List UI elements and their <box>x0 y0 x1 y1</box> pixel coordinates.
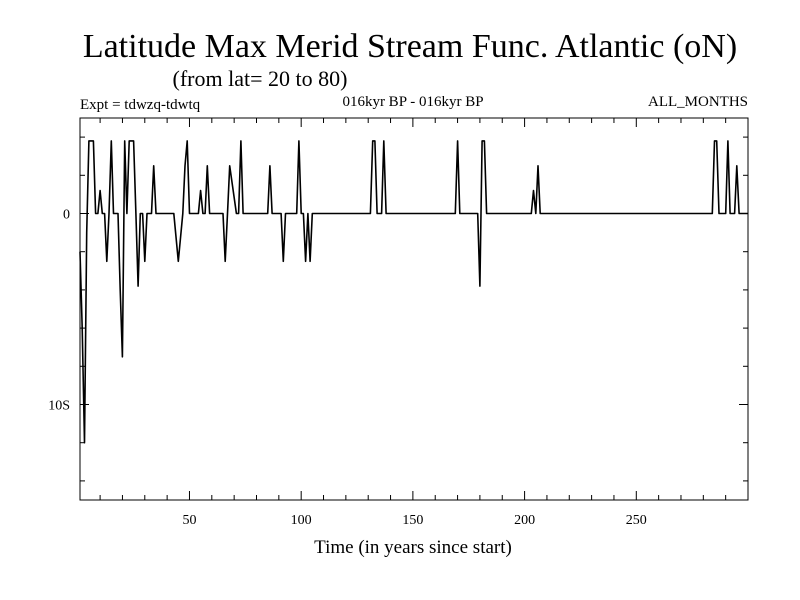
months-label: ALL_MONTHS <box>648 94 748 110</box>
y-tick-label: 10S <box>48 399 70 414</box>
x-tick-label: 150 <box>402 513 423 528</box>
x-tick-label: 200 <box>514 513 535 528</box>
experiment-label: Expt = tdwzq-tdwtq <box>80 97 201 113</box>
plot-frame <box>79 117 749 501</box>
x-axis-label: Time (in years since start) <box>314 537 512 558</box>
x-tick-label: 250 <box>626 513 647 528</box>
x-tick-label: 50 <box>182 513 196 528</box>
y-tick-label: 0 <box>63 208 70 223</box>
series-line <box>79 140 748 444</box>
period-label: 016kyr BP - 016kyr BP <box>342 94 483 110</box>
chart-title: Latitude Max Merid Stream Func. Atlantic… <box>83 28 737 65</box>
plot-area: 50 100 150 200 250 0 10S <box>48 117 749 528</box>
x-tick-label: 100 <box>291 513 312 528</box>
chart-subtitle: (from lat= 20 to 80) <box>173 66 348 91</box>
